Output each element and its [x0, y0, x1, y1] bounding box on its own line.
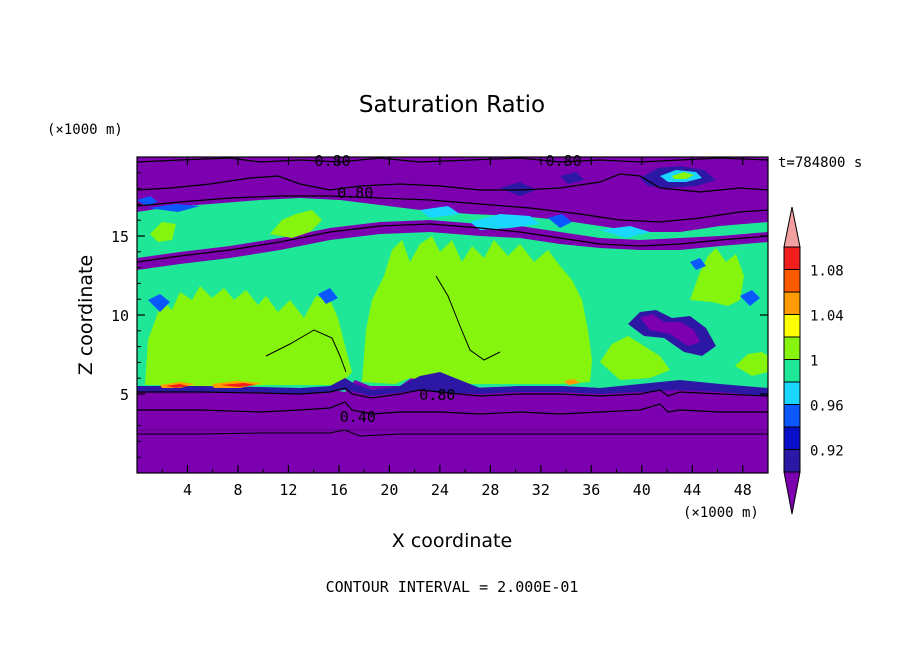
upper-blob: [500, 166, 716, 196]
colorbar-swatch: [783, 269, 801, 293]
cloud-patch: [270, 210, 322, 238]
x-tick-label: 44: [683, 481, 701, 499]
cloud-patch: [362, 236, 592, 384]
y-tick-label: 15: [111, 228, 129, 246]
upper-blob: [672, 172, 694, 179]
x-tick-label: 32: [532, 481, 550, 499]
dry-pocket: [640, 314, 700, 346]
chart-title: Saturation Ratio: [359, 92, 545, 118]
cloud-patch: [148, 344, 336, 386]
y-tick-label: 5: [120, 386, 129, 404]
colorbar-over-triangle: [783, 206, 801, 248]
colorbar-swatch: [783, 426, 801, 450]
contour-lines: [137, 157, 768, 437]
contour-label: 0.40: [340, 408, 376, 426]
contour-line: [137, 429, 768, 437]
contour-line: [137, 173, 768, 193]
x-tick-label: 20: [380, 481, 398, 499]
y-axis: 5 10 15: [111, 172, 768, 458]
dry-pocket: [420, 206, 650, 238]
contour-interval-label: CONTOUR INTERVAL = 2.000E-01: [326, 578, 579, 596]
contour-line: [137, 223, 768, 263]
colorbar-swatch: [783, 381, 801, 405]
colorbar: 0.92 0.96 1 1.04 1.08: [783, 206, 844, 515]
cloud-patch: [150, 222, 176, 242]
contour-line: [137, 157, 768, 163]
contour-label: 0.80: [545, 152, 581, 170]
upper-blob: [137, 196, 200, 212]
colorbar-swatch: [783, 314, 801, 338]
x-axis-title: X coordinate: [392, 530, 512, 552]
colorbar-swatch: [783, 404, 801, 428]
colorbar-label: 1: [810, 354, 818, 370]
x-tick-label: 48: [734, 481, 752, 499]
colorbar-label: 0.96: [810, 399, 844, 415]
contour-line: [137, 195, 768, 223]
colorbar-swatch: [783, 359, 801, 383]
colorbar-under-triangle: [783, 471, 801, 515]
contour-label: 0.80: [315, 152, 351, 170]
x-tick-label: 36: [582, 481, 600, 499]
lower-dry-band: [137, 412, 768, 473]
y-unit-label: (×1000 m): [47, 122, 123, 138]
cloud-patch: [735, 352, 768, 376]
x-tick-label: 4: [183, 481, 192, 499]
cloud-patch: [600, 336, 670, 380]
time-label: t=784800 s: [778, 155, 862, 171]
contour-line: [265, 329, 347, 373]
contour-line: [137, 401, 768, 415]
contour-line: [435, 275, 501, 361]
x-tick-label: 16: [330, 481, 348, 499]
x-tick-label: 12: [279, 481, 297, 499]
colorbar-label: 0.92: [810, 444, 844, 460]
colorbar-swatch: [783, 246, 801, 270]
y-axis-title: Z coordinate: [75, 255, 97, 375]
surface-boundary: [137, 372, 768, 396]
colorbar-label: 1.04: [810, 309, 844, 325]
contour-line: [137, 387, 768, 399]
contour-field: [137, 157, 768, 473]
x-tick-label: 40: [633, 481, 651, 499]
colorbar-swatch: [783, 449, 801, 473]
contour-label: 0.80: [337, 184, 373, 202]
supersaturation-streak: [166, 383, 256, 388]
x-tick-label: 24: [431, 481, 449, 499]
x-tick-label: 28: [481, 481, 499, 499]
x-axis: 4 8 12 16 20 24 28 32 36 40 44 48: [161, 157, 752, 499]
x-tick-label: 8: [233, 481, 242, 499]
y-tick-label: 10: [111, 307, 129, 325]
colorbar-swatch: [783, 291, 801, 315]
colorbar-swatch: [783, 336, 801, 360]
contour-label: 0.80: [419, 386, 455, 404]
x-unit-label: (×1000 m): [683, 505, 759, 521]
cloud-patch: [690, 248, 744, 306]
colorbar-label: 1.08: [810, 264, 844, 280]
